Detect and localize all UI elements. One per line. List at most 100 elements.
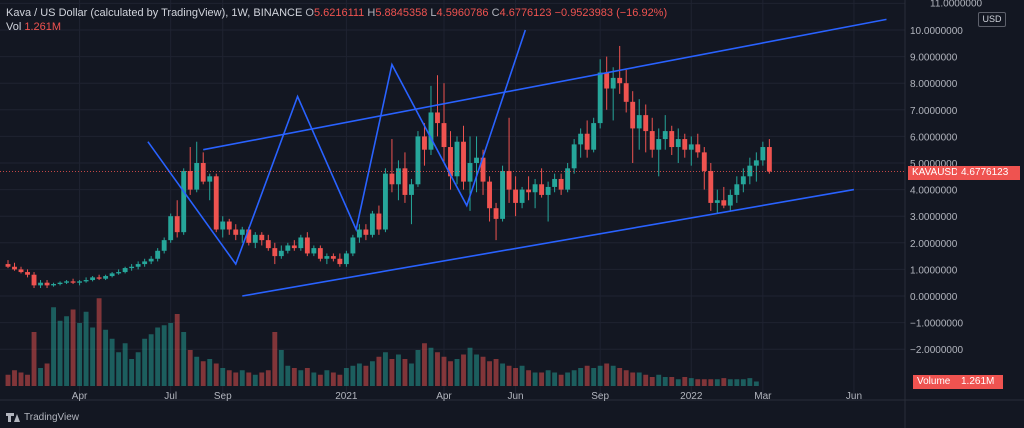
tradingview-brand[interactable]: TradingView (6, 412, 79, 423)
volume-bar (116, 352, 122, 386)
candle-body (181, 170, 187, 233)
candle-body (298, 237, 304, 249)
candle-body (18, 269, 24, 273)
volume-bar (291, 368, 297, 386)
volume-bar (343, 368, 349, 386)
candle-body (77, 281, 83, 283)
volume-bar (727, 379, 733, 386)
candle-body (571, 144, 577, 169)
candle-body (213, 176, 219, 230)
channel-upper-line (203, 18, 887, 151)
volume-bar (402, 359, 408, 386)
volume-bar (246, 372, 252, 386)
candle-body (324, 256, 330, 259)
candle-body (174, 216, 180, 233)
volume-bar (552, 372, 558, 386)
y-tick-label: 2.0000000 (910, 239, 958, 250)
candle-body (545, 186, 551, 195)
volume-bar (356, 363, 362, 386)
volume-bar (643, 374, 649, 386)
open-key: O (305, 7, 314, 19)
candle-body (31, 274, 37, 286)
volume-bar (90, 327, 96, 386)
candle-body (96, 277, 102, 279)
candle-body (526, 189, 532, 193)
volume-bar (213, 363, 219, 386)
volume-bar (109, 338, 115, 386)
volume-bar (545, 370, 551, 386)
x-tick-label: Sep (591, 391, 609, 402)
zigzag-pattern-line (147, 29, 527, 266)
last-price-tag: 4.6776123 (957, 166, 1020, 180)
volume-bar (604, 363, 610, 386)
volume-bar (532, 372, 538, 386)
volume-bar (233, 372, 239, 386)
volume-bar (70, 309, 76, 386)
candle-body (630, 101, 636, 129)
candle-body (155, 250, 161, 259)
candle-body (721, 200, 727, 206)
volume-bar (649, 377, 655, 386)
candle-body (246, 229, 252, 243)
volume-bar (259, 372, 265, 386)
candle-body (38, 282, 43, 286)
x-tick-label: Jun (508, 391, 524, 402)
volume-bar (298, 370, 304, 386)
volume-bar (493, 359, 499, 386)
volume-bar (753, 381, 759, 386)
volume-bar (474, 354, 479, 386)
candle-body (220, 221, 226, 230)
volume-bar (129, 359, 135, 386)
axis-unit-badge[interactable]: USD (978, 12, 1006, 27)
volume-bar (734, 379, 740, 386)
volume-bar (610, 365, 616, 386)
candle-body (727, 194, 733, 206)
volume-bar (64, 316, 70, 386)
y-tick-label: −2.0000000 (910, 345, 964, 356)
volume-bar (636, 372, 642, 386)
y-tick-label: 8.0000000 (910, 79, 958, 90)
volume-bar (18, 372, 24, 386)
candle-body (708, 170, 714, 203)
volume-bar (278, 350, 284, 386)
volume-bar (148, 334, 154, 386)
candle-body (578, 133, 584, 145)
volume-bar (31, 332, 37, 386)
candle-body (142, 261, 148, 265)
candle-body (363, 229, 369, 235)
y-tick-label: 7.0000000 (910, 106, 958, 117)
volume-bar (161, 325, 167, 386)
x-tick-label: 2022 (680, 391, 703, 402)
x-tick-label: Mar (754, 391, 772, 402)
candle-body (311, 248, 317, 254)
candle-body (148, 258, 154, 262)
volume-tag-value: 1.261M (957, 375, 1003, 389)
candle-body (382, 173, 388, 230)
volume-bar (12, 370, 17, 386)
low-value: 4.5960786 (436, 7, 489, 19)
candle-body (428, 112, 434, 150)
volume-bar (669, 377, 675, 386)
volume-bar (448, 361, 453, 386)
candle-body (200, 163, 206, 182)
candle-body (168, 216, 174, 241)
volume-bar (565, 372, 571, 386)
candle-body (64, 281, 70, 283)
candle-body (656, 139, 662, 150)
candle-body (356, 229, 362, 238)
candle-body (714, 200, 720, 203)
candle-body (122, 268, 128, 273)
volume-bar (135, 352, 141, 386)
volume-bar (409, 363, 414, 386)
candle-body (649, 131, 655, 150)
y-tick-label: 10.0000000 (910, 26, 963, 37)
volume-bar (155, 327, 161, 386)
candle-body (617, 77, 623, 84)
y-tick-label: 0.0000000 (910, 292, 958, 303)
candle-body (422, 136, 427, 150)
volume-bar (688, 378, 694, 386)
candle-body (116, 272, 122, 274)
candle-body (558, 178, 564, 190)
candle-body (500, 170, 505, 219)
